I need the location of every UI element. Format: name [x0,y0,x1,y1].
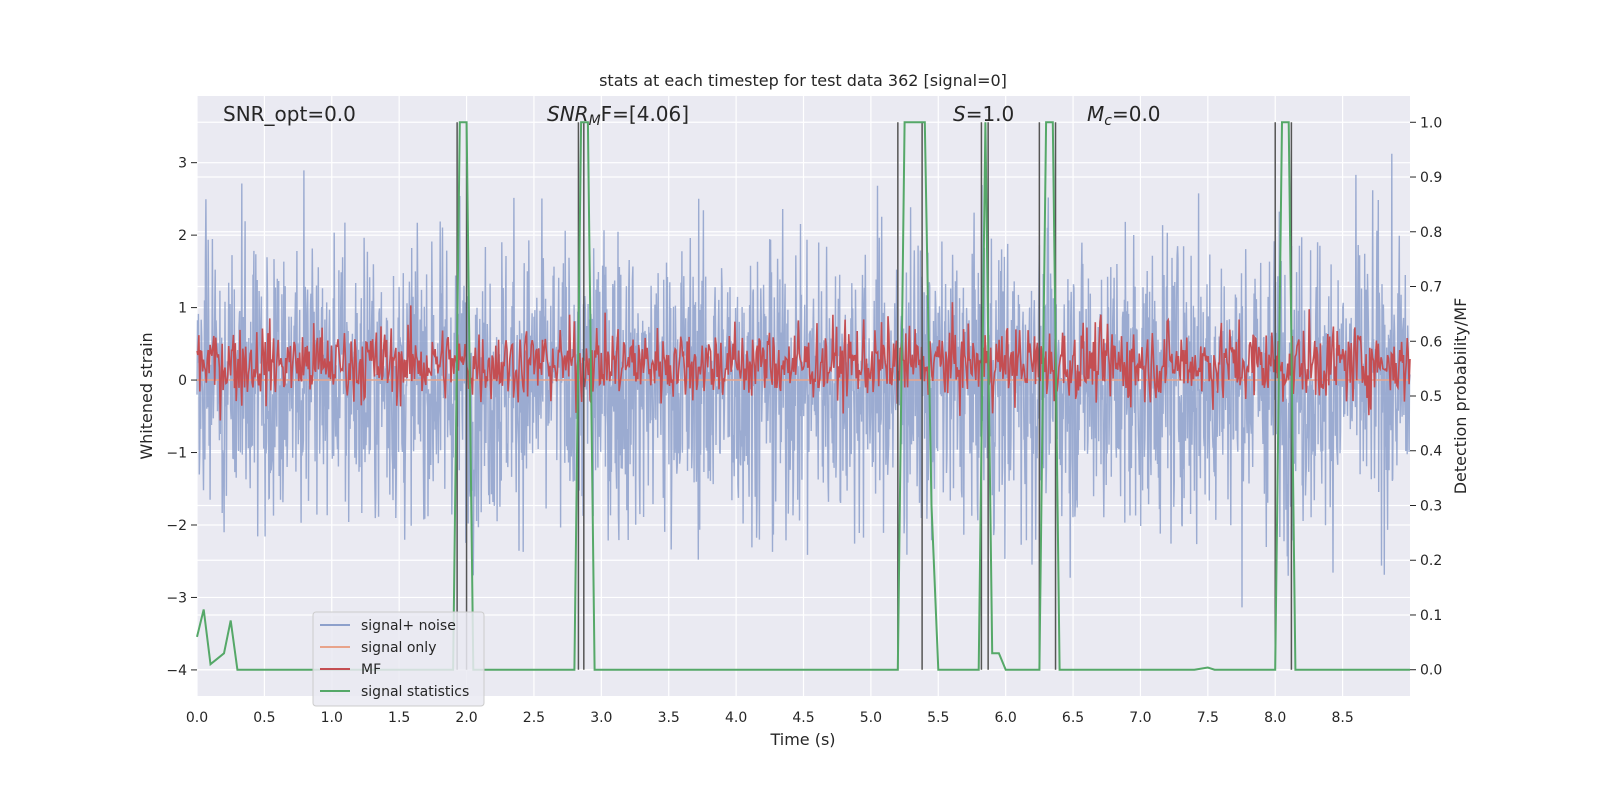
legend-box [312,611,485,707]
x-tick-label: 7.0 [1129,710,1151,726]
y-axis-left-ticks: −4 −3 −2 −1 0 1 2 3 [166,156,197,679]
annotation-s-main: S [953,102,966,126]
mf-line [196,302,1411,421]
annotation-mc-sub: c [1104,113,1112,129]
y-right-tick-label: 0.0 [1420,663,1442,679]
y-axis-right-ticks: 0.0 0.1 0.2 0.3 0.4 0.5 0.6 0.7 0.8 0.9 1.0 [1410,115,1442,679]
y-left-tick-label: 2 [178,228,187,244]
signal-statistics-line [196,121,1410,671]
signal-noise-line [196,153,1411,608]
x-tick-label: 8.5 [1331,710,1353,726]
legend-label-mf: MF [361,662,381,678]
signal-noise-series [196,153,1411,608]
y-left-tick-label: −3 [166,590,187,606]
y-left-tick-label: −1 [166,446,187,462]
x-tick-label: 7.5 [1197,710,1219,726]
y-left-tick-label: 3 [178,156,187,172]
x-tick-label: 0.0 [186,710,208,726]
x-tick-label: 4.5 [792,710,814,726]
annotation-snr-mf: SNRMF=[4.06] [547,102,689,129]
y-right-tick-label: 0.1 [1420,608,1442,624]
x-tick-label: 4.0 [725,710,747,726]
x-tick-label: 6.5 [1062,710,1084,726]
annotation-mc-rest: =0.0 [1112,102,1161,126]
chart-title: stats at each timestep for test data 362… [599,71,1007,90]
y-left-tick-label: −4 [166,663,187,679]
annotation-mc-main: M [1087,102,1104,126]
x-tick-label: 5.0 [860,710,882,726]
legend: signal+ noise signal only MF signal stat… [312,611,485,707]
annotation-snr-opt: SNR_opt=0.0 [223,102,356,126]
annotation-snr-mf-rest: F=[4.06] [601,102,689,126]
legend-label-signal-only: signal only [361,640,436,656]
legend-label-signal-statistics: signal statistics [361,684,469,700]
x-tick-label: 8.0 [1264,710,1286,726]
annotation-mc: Mc=0.0 [1087,102,1161,129]
y-right-tick-label: 0.7 [1420,280,1442,296]
y-right-tick-label: 0.2 [1420,553,1442,569]
x-axis-ticks: 0.0 0.5 1.0 1.5 2.0 2.5 3.0 3.5 4.0 4.5 5.0 5.5 6.0 6… [186,710,1354,726]
y-left-tick-label: 0 [178,373,187,389]
x-tick-label: 3.0 [590,710,612,726]
annotation-s: S=1.0 [953,102,1014,126]
x-tick-label: 2.0 [455,710,477,726]
annotation-s-rest: =1.0 [966,102,1015,126]
y-axis-right-label: Detection probability/MF [1451,298,1470,495]
y-right-tick-label: 0.4 [1420,444,1442,460]
y-left-tick-label: −2 [166,518,187,534]
x-tick-label: 6.0 [995,710,1017,726]
x-tick-label: 3.5 [658,710,680,726]
legend-label-signal-noise: signal+ noise [361,618,456,634]
x-tick-label: 5.5 [927,710,949,726]
y-right-tick-label: 0.6 [1420,334,1442,350]
y-axis-left-label: Whitened strain [137,332,156,459]
mf-series [196,302,1411,421]
annotation-snr-mf-main: SNR [547,102,589,126]
x-tick-label: 1.5 [388,710,410,726]
y-left-tick-label: 1 [178,301,187,317]
y-right-tick-label: 1.0 [1420,115,1442,131]
x-tick-label: 0.5 [253,710,275,726]
y-right-tick-label: 0.3 [1420,498,1442,514]
x-tick-label: 2.5 [523,710,545,726]
y-right-tick-label: 0.9 [1420,170,1442,186]
y-right-tick-label: 0.5 [1420,389,1442,405]
x-tick-label: 1.0 [321,710,343,726]
annotation-snr-mf-sub: M [589,113,601,129]
y-right-tick-label: 0.8 [1420,225,1442,241]
x-axis-label: Time (s) [769,730,835,749]
signal-statistics-series [196,121,1410,671]
